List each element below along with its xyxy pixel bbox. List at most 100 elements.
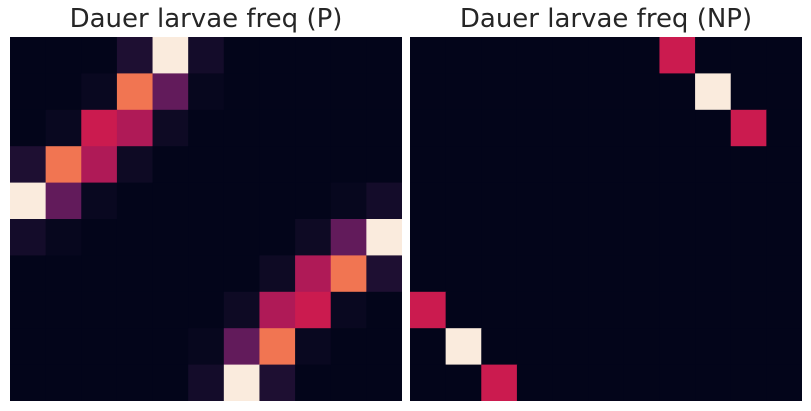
heatmap-cell-r1-c3 bbox=[116, 73, 154, 111]
heatmap-cell-r7-c0 bbox=[10, 291, 47, 329]
heatmap-cell-r8-c10 bbox=[766, 328, 802, 366]
heatmap-cell-r0-c0 bbox=[10, 37, 47, 74]
heatmap-cell-r1-c9 bbox=[330, 73, 367, 111]
heatmap-cell-r4-c0 bbox=[10, 182, 47, 220]
heatmap-cell-r9-c5 bbox=[588, 364, 625, 401]
heatmap-cell-r7-c8 bbox=[295, 291, 332, 329]
heatmap-cell-r6-c3 bbox=[116, 255, 154, 293]
heatmap-panel-np: Dauer larvae freq (NP) bbox=[410, 0, 802, 411]
heatmap-cell-r2-c9 bbox=[330, 109, 367, 147]
heatmap-cell-r5-c9 bbox=[730, 219, 767, 256]
heatmap-cell-r9-c2 bbox=[81, 364, 118, 401]
heatmap-cell-r8-c2 bbox=[481, 328, 518, 366]
heatmap-cell-r3-c4 bbox=[152, 146, 189, 184]
heatmap-cell-r1-c8 bbox=[295, 73, 332, 111]
heatmap-cell-r0-c2 bbox=[81, 37, 118, 74]
heatmap-cell-r6-c1 bbox=[45, 255, 82, 293]
heatmap-cell-r0-c8 bbox=[295, 37, 332, 74]
heatmap-cell-r1-c5 bbox=[588, 73, 625, 111]
heatmap-cell-r5-c6 bbox=[623, 219, 661, 256]
heatmap-cell-r5-c8 bbox=[295, 219, 332, 256]
heatmap-cell-r4-c2 bbox=[81, 182, 118, 220]
heatmap-cell-r1-c6 bbox=[623, 73, 661, 111]
heatmap-cell-r2-c2 bbox=[481, 109, 518, 147]
heatmap-cell-r5-c4 bbox=[152, 219, 189, 256]
heatmap-cell-r0-c10 bbox=[366, 37, 402, 74]
heatmap-cell-r7-c7 bbox=[659, 291, 696, 329]
heatmap-cell-r7-c2 bbox=[81, 291, 118, 329]
heatmap-cell-r7-c3 bbox=[516, 291, 554, 329]
heatmap-cell-r6-c0 bbox=[10, 255, 47, 293]
heatmap-cell-r6-c6 bbox=[623, 255, 661, 293]
heatmap-cell-r6-c9 bbox=[330, 255, 367, 293]
heatmap-cell-r9-c4 bbox=[552, 364, 589, 401]
heatmap-cell-r4-c7 bbox=[659, 182, 696, 220]
heatmap-cell-r3-c9 bbox=[730, 146, 767, 184]
heatmap-cell-r5-c8 bbox=[695, 219, 732, 256]
heatmap-cell-r0-c4 bbox=[152, 37, 189, 74]
heatmap-cell-r0-c8 bbox=[695, 37, 732, 74]
heatmap-cell-r6-c9 bbox=[730, 255, 767, 293]
heatmap-cell-r6-c7 bbox=[259, 255, 296, 293]
heatmap-cell-r3-c8 bbox=[295, 146, 332, 184]
heatmap-cell-r9-c7 bbox=[659, 364, 696, 401]
heatmap-p bbox=[10, 37, 402, 401]
heatmap-cell-r3-c8 bbox=[695, 146, 732, 184]
heatmap-cell-r7-c1 bbox=[445, 291, 482, 329]
heatmap-cell-r8-c0 bbox=[410, 328, 447, 366]
heatmap-cell-r0-c5 bbox=[588, 37, 625, 74]
heatmap-cell-r2-c7 bbox=[259, 109, 296, 147]
heatmap-cell-r7-c8 bbox=[695, 291, 732, 329]
heatmap-cell-r7-c10 bbox=[766, 291, 802, 329]
heatmap-cell-r4-c7 bbox=[259, 182, 296, 220]
heatmap-cell-r9-c3 bbox=[516, 364, 554, 401]
heatmap-cell-r2-c6 bbox=[223, 109, 261, 147]
heatmap-cell-r4-c10 bbox=[766, 182, 802, 220]
heatmap-cell-r3-c7 bbox=[659, 146, 696, 184]
heatmap-cell-r2-c10 bbox=[766, 109, 802, 147]
heatmap-cell-r3-c5 bbox=[188, 146, 225, 184]
heatmap-cell-r3-c3 bbox=[116, 146, 154, 184]
heatmap-cell-r5-c0 bbox=[10, 219, 47, 256]
heatmap-cell-r7-c9 bbox=[330, 291, 367, 329]
heatmap-cell-r9-c7 bbox=[259, 364, 296, 401]
heatmap-cell-r5-c6 bbox=[223, 219, 261, 256]
chart-title: Dauer larvae freq (NP) bbox=[459, 4, 753, 34]
heatmap-cell-r6-c7 bbox=[659, 255, 696, 293]
heatmap-cell-r2-c1 bbox=[445, 109, 482, 147]
heatmap-cell-r5-c4 bbox=[552, 219, 589, 256]
heatmap-cell-r7-c6 bbox=[223, 291, 261, 329]
heatmap-cell-r9-c1 bbox=[445, 364, 482, 401]
heatmap-cell-r4-c9 bbox=[730, 182, 767, 220]
heatmap-cell-r8-c7 bbox=[259, 328, 296, 366]
heatmap-cell-r8-c4 bbox=[152, 328, 189, 366]
heatmap-cell-r2-c6 bbox=[623, 109, 661, 147]
heatmap-cell-r4-c5 bbox=[588, 182, 625, 220]
heatmap-cell-r8-c10 bbox=[366, 328, 402, 366]
heatmap-cell-r7-c7 bbox=[259, 291, 296, 329]
heatmap-cell-r8-c8 bbox=[295, 328, 332, 366]
heatmap-cell-r6-c10 bbox=[766, 255, 802, 293]
heatmap-cell-r7-c0 bbox=[410, 291, 447, 329]
heatmap-cell-r9-c9 bbox=[730, 364, 767, 401]
heatmap-cell-r6-c8 bbox=[295, 255, 332, 293]
heatmap-cell-r8-c9 bbox=[330, 328, 367, 366]
heatmap-cell-r1-c4 bbox=[152, 73, 189, 111]
heatmap-cell-r1-c1 bbox=[45, 73, 82, 111]
heatmap-cell-r1-c0 bbox=[410, 73, 447, 111]
heatmap-cell-r4-c4 bbox=[552, 182, 589, 220]
heatmap-cell-r1-c1 bbox=[445, 73, 482, 111]
heatmap-cell-r4-c9 bbox=[330, 182, 367, 220]
heatmap-cell-r8-c1 bbox=[445, 328, 482, 366]
heatmap-cell-r6-c4 bbox=[152, 255, 189, 293]
heatmap-cell-r7-c4 bbox=[152, 291, 189, 329]
heatmap-cell-r0-c1 bbox=[445, 37, 482, 74]
heatmap-cell-r9-c8 bbox=[695, 364, 732, 401]
heatmap-cell-r3-c2 bbox=[81, 146, 118, 184]
heatmap-cell-r0-c7 bbox=[659, 37, 696, 74]
heatmap-cell-r1-c7 bbox=[259, 73, 296, 111]
heatmap-cell-r6-c8 bbox=[695, 255, 732, 293]
heatmap-cell-r1-c3 bbox=[516, 73, 554, 111]
heatmap-cell-r1-c5 bbox=[188, 73, 225, 111]
heatmap-cell-r8-c1 bbox=[45, 328, 82, 366]
